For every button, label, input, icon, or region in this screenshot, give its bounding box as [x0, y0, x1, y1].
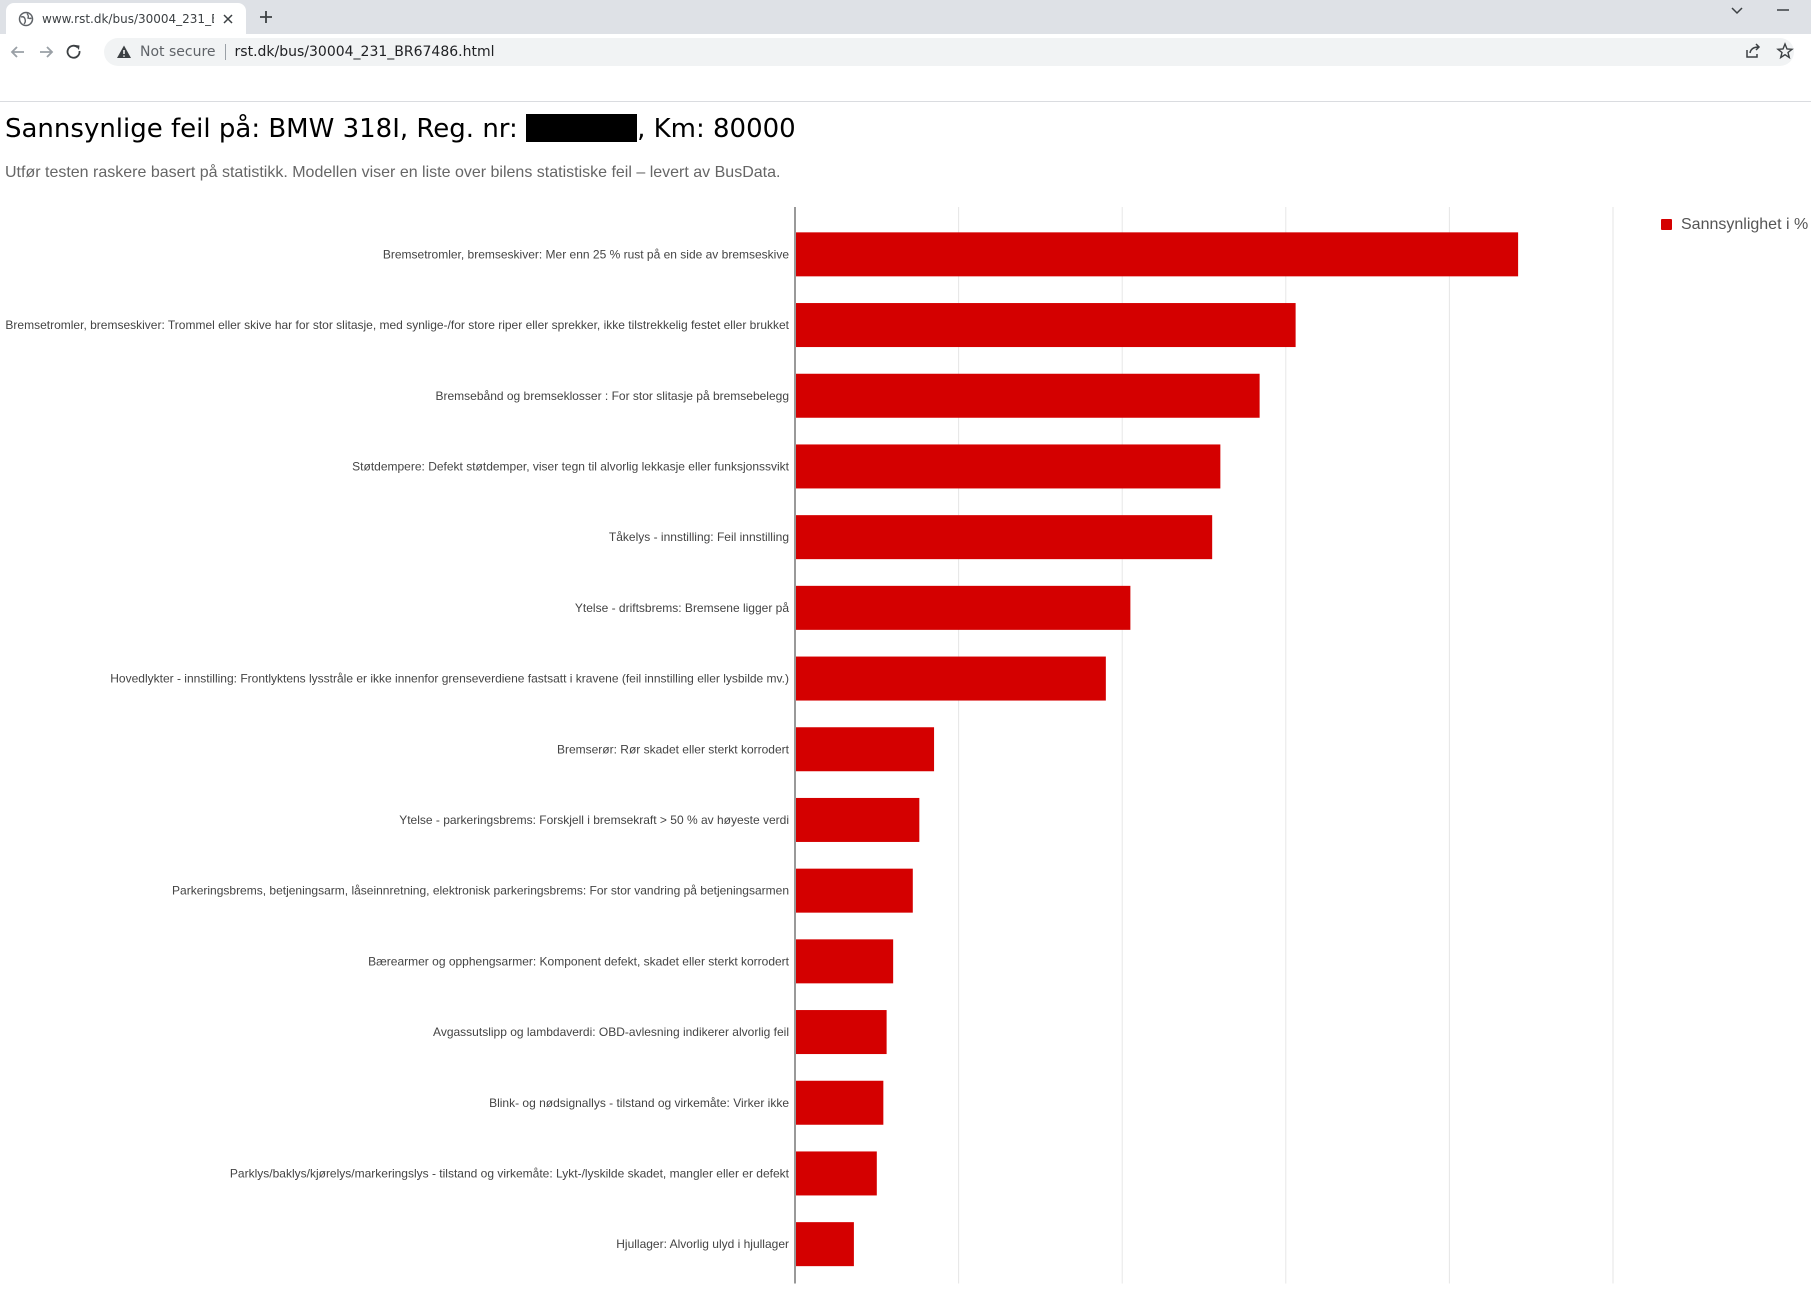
bar[interactable]: [796, 515, 1213, 560]
share-icon[interactable]: [1744, 42, 1762, 60]
bar[interactable]: [796, 656, 1106, 701]
category-label: Bremsetromler, bremseskiver: Mer enn 25 …: [383, 247, 789, 261]
warning-icon[interactable]: [116, 44, 132, 60]
reload-icon[interactable]: [64, 42, 84, 62]
tab-title: www.rst.dk/bus/30004_231_BR67486.html: [42, 11, 214, 26]
category-label: Støtdempere: Defekt støtdemper, viser te…: [352, 459, 790, 473]
category-label: Bremsetromler, bremseskiver: Trommel ell…: [5, 318, 789, 332]
bar[interactable]: [796, 585, 1131, 630]
title-suffix: , Km: 80000: [637, 114, 796, 144]
omnibox-actions: [1744, 42, 1794, 60]
x-tick-label: 5: [955, 1297, 962, 1298]
bar[interactable]: [796, 303, 1296, 348]
minimize-icon[interactable]: [1775, 2, 1791, 18]
legend-label: Sannsynlighet i %: [1681, 216, 1808, 233]
legend-swatch: [1661, 219, 1672, 230]
browser-toolbar: Not secure rst.dk/bus/30004_231_BR67486.…: [0, 34, 1811, 102]
back-arrow-icon[interactable]: [8, 42, 28, 62]
category-label: Bremsebånd og bremseklosser : For stor s…: [436, 389, 790, 403]
bar[interactable]: [796, 939, 894, 984]
chart-category-labels: Bremsetromler, bremseskiver: Mer enn 25 …: [5, 247, 789, 1251]
window-controls: [1729, 2, 1791, 18]
page-title: Sannsynlige feil på: BMW 318I, Reg. nr: …: [5, 114, 796, 144]
category-label: Bærearmer og opphengsarmer: Komponent de…: [368, 954, 790, 968]
bar[interactable]: [796, 1010, 887, 1055]
bookmark-star-icon[interactable]: [1776, 42, 1794, 60]
x-tick-label: 15: [1279, 1297, 1293, 1298]
bar[interactable]: [796, 373, 1260, 418]
category-label: Ytelse - parkeringsbrems: Forskjell i br…: [399, 813, 789, 827]
category-label: Hovedlykter - innstilling: Frontlyktens …: [110, 672, 789, 686]
x-tick-label: 20: [1443, 1297, 1457, 1298]
chart-bars: [796, 232, 1519, 1267]
category-label: Parklys/baklys/kjørelys/markeringslys - …: [230, 1166, 790, 1180]
x-tick-label: 0: [792, 1297, 799, 1298]
address-bar[interactable]: Not secure rst.dk/bus/30004_231_BR67486.…: [104, 38, 1794, 66]
category-label: Parkeringsbrems, betjeningsarm, låseinnr…: [172, 884, 789, 898]
new-tab-icon[interactable]: [256, 7, 276, 27]
bar[interactable]: [796, 727, 935, 772]
close-tab-icon[interactable]: [220, 11, 236, 27]
bar[interactable]: [796, 1151, 877, 1196]
page-subtitle: Utfør testen raskere basert på statistik…: [5, 164, 781, 181]
tab-strip: www.rst.dk/bus/30004_231_BR67486.html: [0, 0, 1811, 34]
forward-arrow-icon[interactable]: [36, 42, 56, 62]
chart-x-axis: 0 5 10 15 20 25: [792, 1297, 1620, 1298]
bar[interactable]: [796, 1080, 884, 1125]
category-label: Ytelse - driftsbrems: Bremsene ligger på: [575, 601, 789, 615]
category-label: Hjullager: Alvorlig ulyd i hjullager: [616, 1237, 789, 1251]
x-tick-label: 25: [1606, 1297, 1620, 1298]
category-label: Blink- og nødsignallys - tilstand og vir…: [489, 1096, 789, 1110]
x-tick-label: 10: [1116, 1297, 1130, 1298]
category-label: Tåkelys - innstilling: Feil innstilling: [609, 530, 789, 544]
bar[interactable]: [796, 1222, 854, 1267]
chevron-down-icon[interactable]: [1729, 2, 1745, 18]
bar-chart: Bremsetromler, bremseskiver: Mer enn 25 …: [5, 207, 1808, 1298]
bar[interactable]: [796, 868, 913, 913]
redacted-plate: [526, 114, 638, 142]
globe-icon: [18, 11, 34, 26]
category-label: Avgassutslipp og lambdaverdi: OBD-avlesn…: [433, 1025, 789, 1039]
omnibox-divider: [224, 44, 226, 60]
chart-legend: Sannsynlighet i %: [1661, 216, 1808, 233]
category-label: Bremserør: Rør skadet eller sterkt korro…: [557, 742, 790, 756]
title-prefix: Sannsynlige feil på: BMW 318I, Reg. nr:: [5, 114, 527, 144]
bar[interactable]: [796, 444, 1221, 489]
browser-tab[interactable]: www.rst.dk/bus/30004_231_BR67486.html: [6, 3, 246, 34]
bar[interactable]: [796, 797, 920, 842]
security-status[interactable]: Not secure: [140, 44, 216, 60]
bar[interactable]: [796, 232, 1519, 277]
url-text[interactable]: rst.dk/bus/30004_231_BR67486.html: [234, 44, 495, 60]
